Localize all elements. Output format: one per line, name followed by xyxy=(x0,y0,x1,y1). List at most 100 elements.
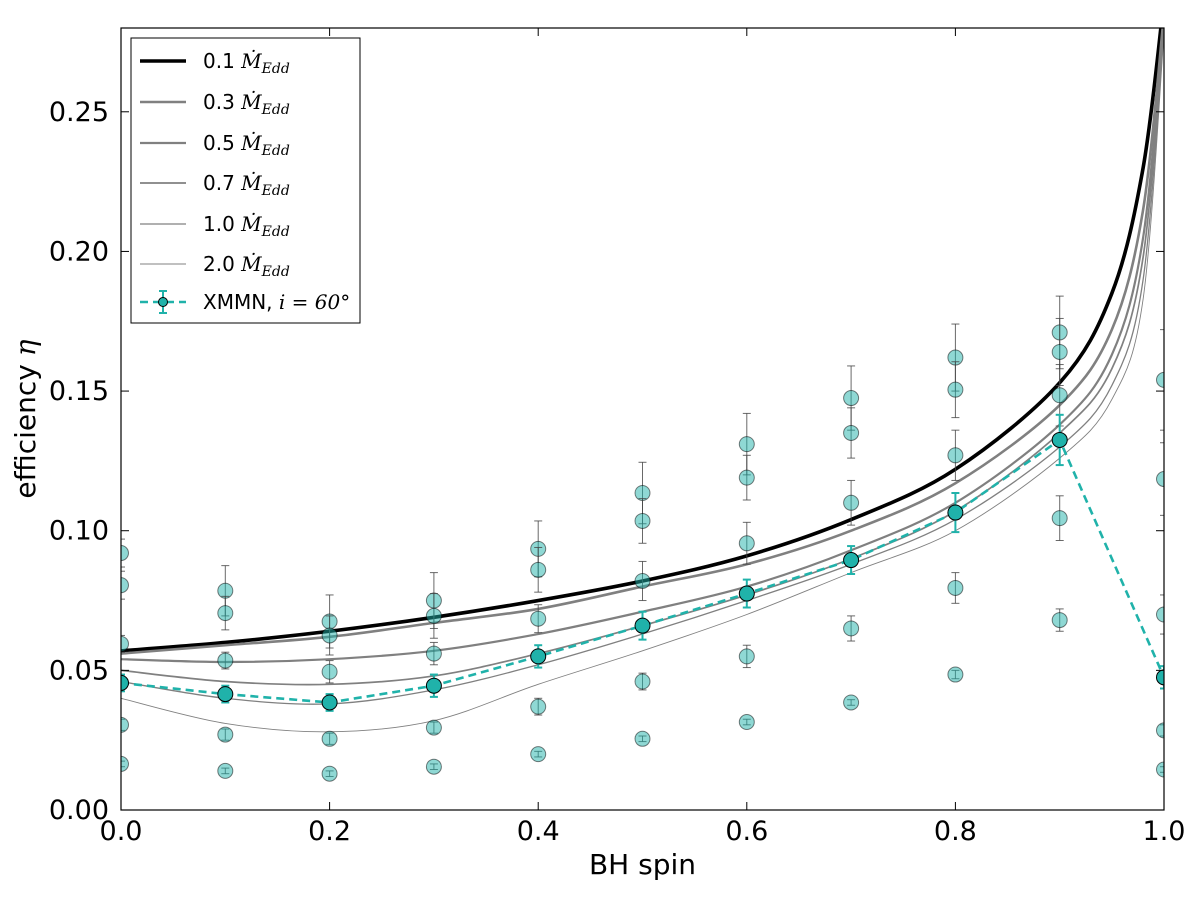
scatter-point xyxy=(843,694,860,711)
legend-label: 0.7 ṀEdd xyxy=(203,171,290,199)
legend-entry: 0.7 ṀEdd xyxy=(140,171,290,199)
legend-label-inclination: i = 60° xyxy=(279,290,350,314)
legend-label: 2.0 ṀEdd xyxy=(203,252,290,280)
scatter-marker xyxy=(217,762,234,779)
scatter-point xyxy=(1156,722,1164,739)
legend-label: 0.1 ṀEdd xyxy=(203,49,290,77)
xmmn-point xyxy=(1156,665,1164,690)
xmmn-marker xyxy=(1156,669,1164,686)
xmmn-point xyxy=(1051,413,1068,467)
scatter-point xyxy=(530,604,547,634)
scatter-marker xyxy=(425,758,442,775)
scatter-point xyxy=(1051,608,1068,632)
xmmn-marker xyxy=(843,552,860,569)
y-tick-label: 0.25 xyxy=(49,97,109,128)
scatter-marker xyxy=(738,469,755,486)
scatter-point xyxy=(738,454,755,501)
legend-entry: 2.0 ṀEdd xyxy=(140,252,290,280)
legend-label-sub: Edd xyxy=(261,102,290,118)
scatter-marker xyxy=(1051,510,1068,527)
scatter-point xyxy=(738,644,755,669)
scatter-marker xyxy=(738,436,755,453)
scatter-marker xyxy=(530,610,547,627)
scatter-point xyxy=(217,726,234,743)
scatter-point xyxy=(425,593,442,639)
legend-label-sub: Edd xyxy=(261,224,290,240)
x-axis-title: BH spin xyxy=(589,848,696,881)
scatter-marker xyxy=(843,494,860,511)
legend-entry: 0.1 ṀEdd xyxy=(140,49,290,77)
scatter-marker xyxy=(530,698,547,715)
scatter-point xyxy=(634,730,651,747)
xmmn-marker xyxy=(425,677,442,694)
legend-label-mdot: Ṁ xyxy=(240,212,262,236)
scatter-marker xyxy=(425,645,442,662)
xmmn-marker xyxy=(530,648,547,665)
scatter-marker xyxy=(121,635,129,652)
scatter-point xyxy=(1156,329,1164,431)
xmmn-point xyxy=(217,684,234,704)
model-curve xyxy=(121,28,1164,686)
scatter-marker xyxy=(321,663,338,680)
legend-label-mdot: Ṁ xyxy=(240,171,262,195)
scatter-marker xyxy=(634,673,651,690)
legend-label-prefix: 0.1 xyxy=(203,49,241,73)
scatter-marker xyxy=(634,730,651,747)
scatter-marker xyxy=(1156,371,1164,388)
scatter-marker xyxy=(947,381,964,398)
scatter-marker xyxy=(121,716,129,733)
xmmn-marker xyxy=(121,674,129,691)
scatter-point xyxy=(321,765,338,782)
scatter-marker xyxy=(947,579,964,596)
legend-label-prefix: 2.0 xyxy=(203,252,241,276)
y-tick-label: 0.00 xyxy=(49,795,109,826)
xmmn-marker xyxy=(217,686,234,703)
xmmn-point xyxy=(121,673,129,693)
scatter-point xyxy=(217,595,234,631)
scatter-point xyxy=(217,762,234,779)
scatter-point xyxy=(530,697,547,716)
scatter-point xyxy=(947,572,964,604)
x-tick-label: 0.6 xyxy=(725,816,768,847)
scatter-marker xyxy=(634,512,651,529)
scatter-marker xyxy=(947,666,964,683)
scatter-marker xyxy=(121,577,129,594)
scatter-marker xyxy=(843,390,860,407)
legend-label-prefix: 0.7 xyxy=(203,171,241,195)
xmmn-line xyxy=(121,437,1164,704)
x-tick-label: 0.8 xyxy=(934,816,977,847)
x-tick-label: 0.0 xyxy=(100,816,143,847)
legend-label-mdot: Ṁ xyxy=(240,49,262,73)
scatter-marker xyxy=(425,719,442,736)
scatter-points xyxy=(121,295,1164,782)
y-axis-title-symbol: η xyxy=(9,339,42,356)
xmmn-series xyxy=(121,413,1164,712)
scatter-point xyxy=(947,361,964,419)
legend-entry: 1.0 ṀEdd xyxy=(140,212,290,240)
scatter-marker xyxy=(530,561,547,578)
scatter-marker xyxy=(1156,606,1164,623)
scatter-marker xyxy=(1051,387,1068,404)
scatter-marker xyxy=(425,607,442,624)
scatter-marker xyxy=(1156,471,1164,488)
xmmn-marker xyxy=(321,694,338,711)
scatter-point xyxy=(634,672,651,691)
legend-label-mdot: Ṁ xyxy=(240,252,262,276)
scatter-marker xyxy=(217,605,234,622)
scatter-point xyxy=(738,714,755,731)
scatter-marker xyxy=(738,714,755,731)
y-tick-label: 0.15 xyxy=(49,376,109,407)
scatter-marker xyxy=(1156,722,1164,739)
y-axis-title: efficiency η xyxy=(9,339,42,498)
scatter-point xyxy=(843,479,860,526)
xmmn-point xyxy=(738,578,755,609)
legend-label-prefix: 0.3 xyxy=(203,90,241,114)
scatter-point xyxy=(947,666,964,683)
legend-entry: 0.5 ṀEdd xyxy=(140,131,290,159)
model-curve xyxy=(121,28,1164,664)
scatter-marker xyxy=(947,447,964,464)
plot-frame xyxy=(120,27,1165,811)
scatter-point xyxy=(530,746,547,763)
legend-label-mdot: Ṁ xyxy=(240,90,262,114)
